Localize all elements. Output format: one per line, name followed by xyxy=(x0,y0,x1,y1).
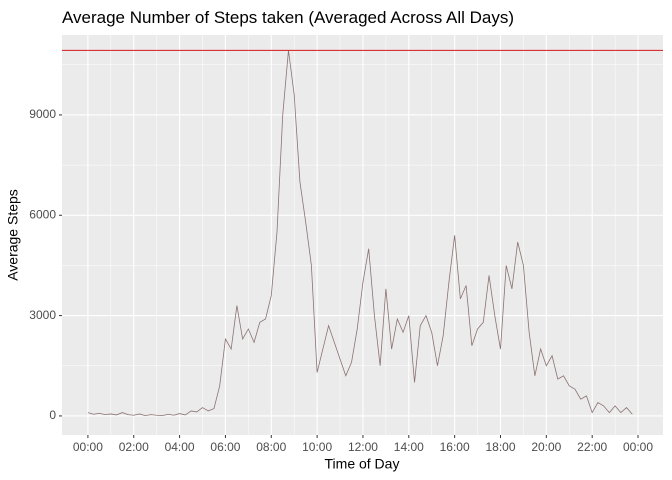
x-tick-label: 02:00 xyxy=(119,440,149,454)
x-tick-label: 22:00 xyxy=(577,440,607,454)
x-tick-label: 00:00 xyxy=(73,440,103,454)
chart-title: Average Number of Steps taken (Averaged … xyxy=(62,8,514,27)
y-tick-label: 0 xyxy=(49,408,56,422)
x-tick-label: 04:00 xyxy=(165,440,195,454)
x-tick-label: 00:00 xyxy=(623,440,653,454)
y-tick-label: 9000 xyxy=(29,107,56,121)
x-tick-label: 12:00 xyxy=(348,440,378,454)
y-axis-title: Average Steps xyxy=(5,189,21,281)
x-tick-label: 10:00 xyxy=(302,440,332,454)
x-tick-label: 18:00 xyxy=(485,440,515,454)
x-tick-label: 08:00 xyxy=(256,440,286,454)
x-tick-label: 20:00 xyxy=(531,440,561,454)
x-tick-label: 06:00 xyxy=(210,440,240,454)
x-axis-title: Time of Day xyxy=(325,456,400,472)
x-tick-label: 16:00 xyxy=(440,440,470,454)
y-tick-label: 6000 xyxy=(29,207,56,221)
y-tick-label: 3000 xyxy=(29,308,56,322)
x-tick-label: 14:00 xyxy=(394,440,424,454)
data-line xyxy=(87,50,633,417)
